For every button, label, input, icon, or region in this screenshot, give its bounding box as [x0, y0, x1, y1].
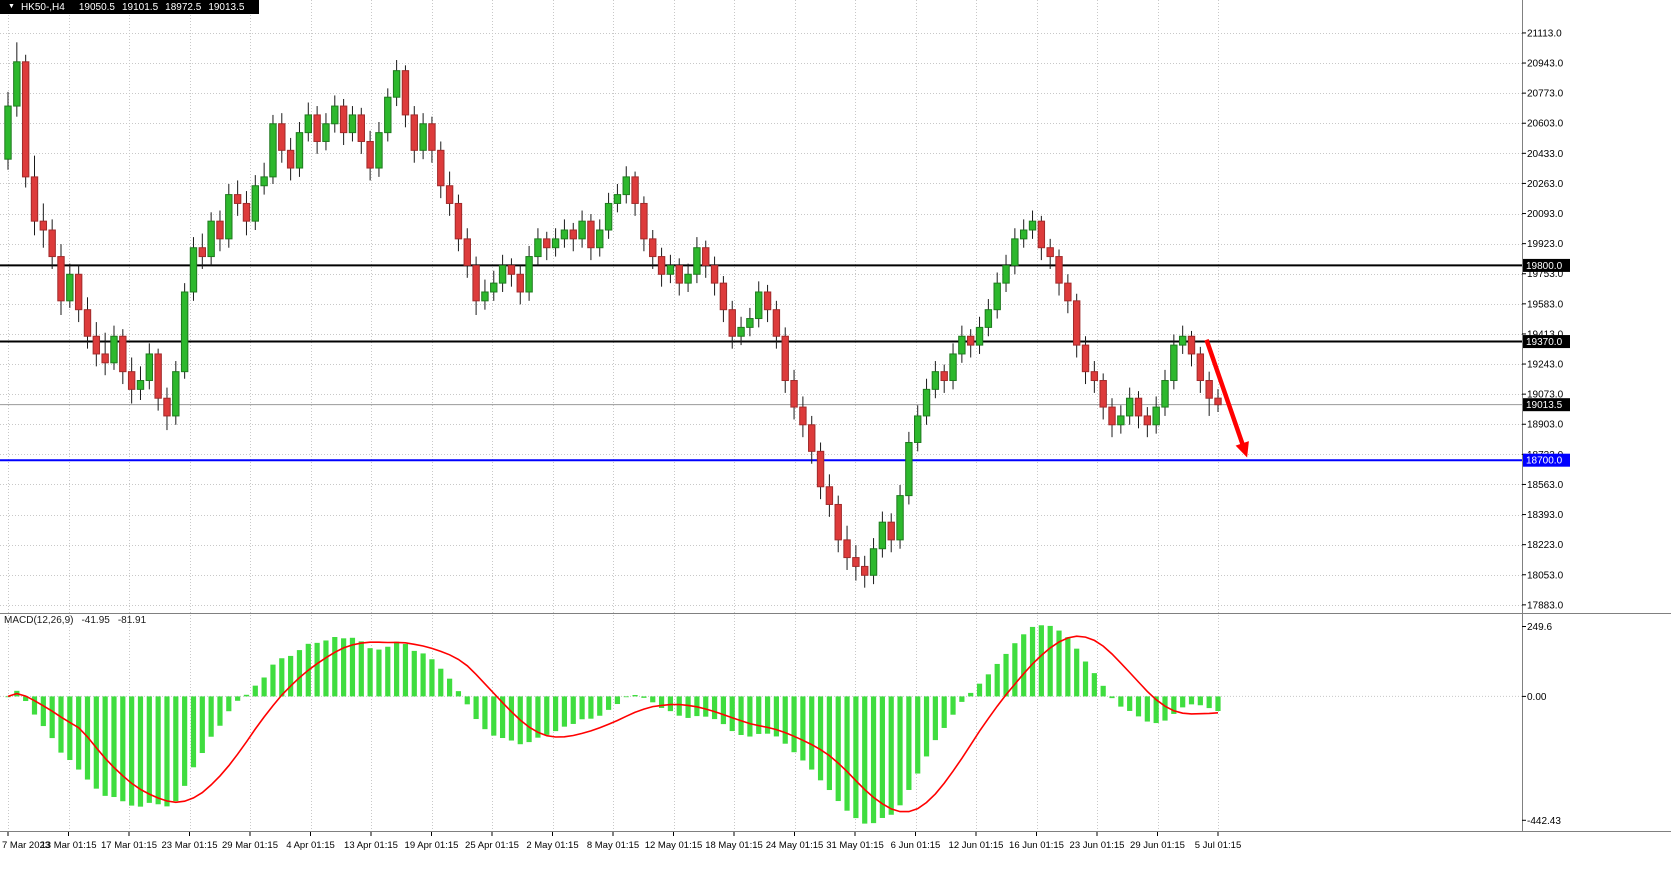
current-price-label: 19013.5	[1523, 398, 1570, 412]
svg-text:29 Mar 01:15: 29 Mar 01:15	[222, 840, 278, 851]
chart-expander-icon[interactable]: ▼	[8, 3, 15, 10]
svg-text:20773.0: 20773.0	[1527, 89, 1564, 100]
svg-text:20603.0: 20603.0	[1527, 119, 1564, 130]
svg-text:13 Mar 01:15: 13 Mar 01:15	[41, 840, 97, 851]
svg-text:19800.0: 19800.0	[1526, 261, 1563, 272]
chart-title-bar: ▼ HK50-,H4 19050.5 19101.5 18972.5 19013…	[0, 0, 260, 14]
close-value: 19013.5	[208, 1, 245, 13]
svg-text:-442.43: -442.43	[1527, 816, 1561, 827]
svg-text:20263.0: 20263.0	[1527, 179, 1564, 190]
svg-text:6 Jun 01:15: 6 Jun 01:15	[891, 840, 941, 851]
svg-text:18563.0: 18563.0	[1527, 480, 1564, 491]
svg-text:19073.0: 19073.0	[1527, 390, 1564, 401]
svg-text:31 May 01:15: 31 May 01:15	[826, 840, 884, 851]
svg-text:18223.0: 18223.0	[1527, 540, 1564, 551]
panel-separators	[0, 0, 1671, 832]
svg-text:19583.0: 19583.0	[1527, 299, 1564, 310]
svg-text:249.6: 249.6	[1527, 622, 1552, 633]
svg-text:18393.0: 18393.0	[1527, 510, 1564, 521]
svg-text:19 Apr 01:15: 19 Apr 01:15	[405, 840, 459, 851]
svg-text:13 Apr 01:15: 13 Apr 01:15	[344, 840, 398, 851]
svg-text:19370.0: 19370.0	[1526, 337, 1563, 348]
macd-name: MACD(12,26,9)	[4, 615, 74, 626]
svg-text:5 Jul 01:15: 5 Jul 01:15	[1195, 840, 1241, 851]
price-level-label-19800.0: 19800.0	[1523, 258, 1570, 272]
svg-text:12 Jun 01:15: 12 Jun 01:15	[949, 840, 1004, 851]
svg-text:18700.0: 18700.0	[1526, 456, 1563, 467]
svg-text:20943.0: 20943.0	[1527, 59, 1564, 70]
trend-arrow-annotation[interactable]	[1204, 339, 1249, 458]
svg-text:23 Mar 01:15: 23 Mar 01:15	[162, 840, 218, 851]
svg-text:19243.0: 19243.0	[1527, 360, 1564, 371]
symbol-timeframe-label: HK50-,H4	[20, 1, 65, 13]
open-value: 19050.5	[78, 1, 115, 13]
svg-text:2 May 01:15: 2 May 01:15	[526, 840, 578, 851]
svg-text:19753.0: 19753.0	[1527, 269, 1564, 280]
svg-text:16 Jun 01:15: 16 Jun 01:15	[1009, 840, 1064, 851]
svg-text:7 Mar 2023: 7 Mar 2023	[2, 840, 50, 851]
svg-text:0.00: 0.00	[1527, 692, 1547, 703]
macd-signal-line	[7, 635, 1219, 813]
svg-text:18903.0: 18903.0	[1527, 420, 1564, 431]
svg-text:29 Jun 01:15: 29 Jun 01:15	[1130, 840, 1185, 851]
svg-text:19923.0: 19923.0	[1527, 239, 1564, 250]
candlestick-series[interactable]	[4, 42, 1222, 588]
price-level-label-18700.0: 18700.0	[1523, 453, 1570, 467]
svg-text:17 Mar 01:15: 17 Mar 01:15	[101, 840, 157, 851]
macd-histogram	[5, 625, 1221, 824]
svg-text:21113.0: 21113.0	[1527, 28, 1562, 39]
svg-text:4 Apr 01:15: 4 Apr 01:15	[286, 840, 335, 851]
low-value: 18972.5	[165, 1, 202, 13]
high-value: 19101.5	[122, 1, 159, 13]
svg-text:18 May 01:15: 18 May 01:15	[705, 840, 763, 851]
svg-text:19413.0: 19413.0	[1527, 329, 1564, 340]
svg-text:18053.0: 18053.0	[1527, 570, 1564, 581]
price-axis[interactable]: 21113.0 20943.0 20773.0 20603.0 20433.0 20263…	[1522, 28, 1564, 611]
svg-text:17883.0: 17883.0	[1527, 600, 1564, 611]
macd-main-value: -41.95	[81, 615, 110, 626]
svg-text:24 May 01:15: 24 May 01:15	[766, 840, 824, 851]
svg-text:8 May 01:15: 8 May 01:15	[587, 840, 639, 851]
svg-text:12 May 01:15: 12 May 01:15	[645, 840, 703, 851]
macd-signal-value: -81.91	[117, 615, 147, 626]
svg-text:23 Jun 01:15: 23 Jun 01:15	[1070, 840, 1125, 851]
svg-text:25 Apr 01:15: 25 Apr 01:15	[465, 840, 519, 851]
macd-axis[interactable]: 249.6 0.00 -442.43	[1522, 622, 1561, 827]
svg-text:20433.0: 20433.0	[1527, 149, 1564, 160]
macd-indicator-label: MACD(12,26,9) -41.95 -81.91	[4, 615, 154, 626]
svg-text:19013.5: 19013.5	[1526, 400, 1563, 411]
svg-text:20093.0: 20093.0	[1527, 209, 1564, 220]
price-level-label-19370.0: 19370.0	[1523, 335, 1570, 349]
